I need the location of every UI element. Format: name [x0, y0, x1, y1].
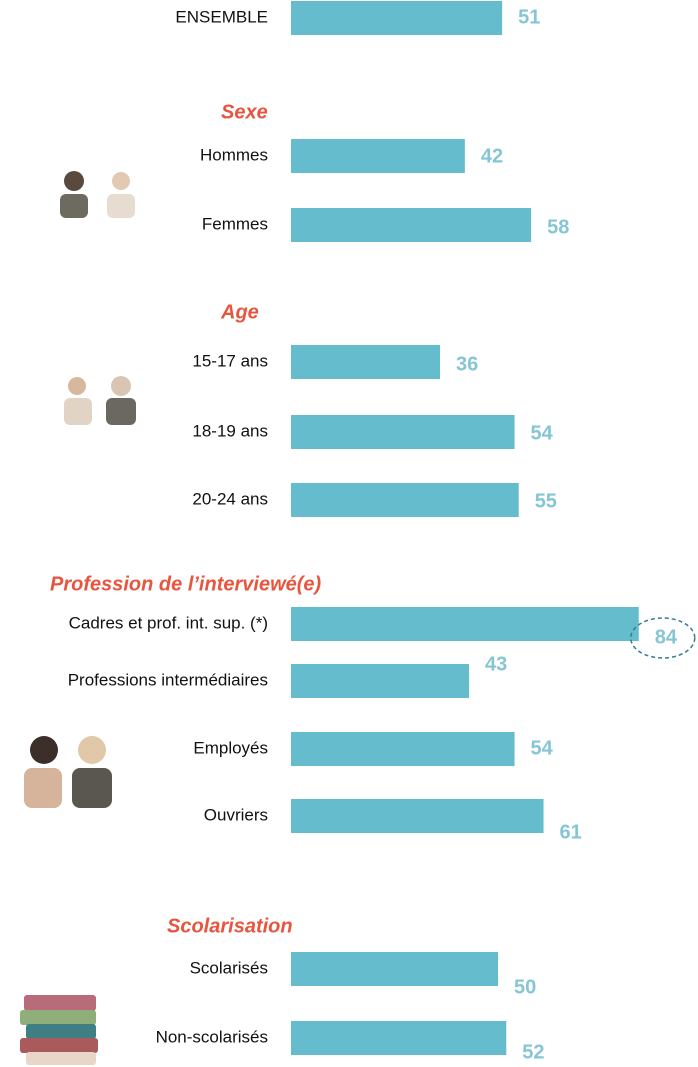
bar: [291, 1, 502, 35]
bar: [291, 952, 498, 986]
bar: [291, 799, 544, 833]
group-title: Sexe: [221, 101, 268, 123]
value-label: 55: [535, 490, 557, 512]
group-title: Profession de l’interviewé(e): [50, 573, 322, 595]
bar: [291, 415, 515, 449]
group-title: Age: [220, 301, 259, 323]
icon-sexe: [60, 171, 135, 218]
value-label: 58: [547, 216, 569, 238]
bar: [291, 1021, 506, 1055]
bar: [291, 483, 519, 517]
chart: ENSEMBLE 51 Sexe Hommes 42 Femmes 58 Age 15-17 a…: [0, 0, 698, 1067]
category-label: 18-19 ans: [192, 421, 268, 440]
category-label: Scolarisés: [190, 958, 268, 977]
icon-books: [20, 995, 98, 1065]
icon-profession: [24, 736, 112, 808]
category-label: Hommes: [200, 145, 268, 164]
group-title: Scolarisation: [167, 915, 293, 937]
category-label: 20-24 ans: [192, 489, 268, 508]
value-label: 42: [481, 145, 503, 167]
value-label: 36: [456, 353, 478, 375]
category-label: Employés: [193, 738, 268, 757]
category-label: Non-scolarisés: [156, 1027, 268, 1046]
value-label: 51: [518, 6, 540, 28]
value-label: 84: [655, 626, 678, 648]
category-label: ENSEMBLE: [175, 7, 268, 26]
bar: [291, 664, 469, 698]
category-label: Femmes: [202, 214, 268, 233]
value-label: 50: [514, 976, 536, 998]
value-label: 61: [560, 821, 582, 843]
value-label: 54: [531, 737, 554, 759]
category-label: Ouvriers: [204, 805, 268, 824]
icon-age: [64, 376, 136, 425]
bar: [291, 139, 465, 173]
bar: [291, 345, 440, 379]
bar: [291, 208, 531, 242]
category-label: Professions intermédiaires: [68, 670, 268, 689]
value-label: 43: [485, 653, 507, 675]
category-label: 15-17 ans: [192, 351, 268, 370]
bar: [291, 732, 515, 766]
value-label: 54: [531, 422, 554, 444]
category-label: Cadres et prof. int. sup. (*): [69, 613, 268, 632]
value-label: 52: [522, 1041, 544, 1063]
bar: [291, 607, 639, 641]
